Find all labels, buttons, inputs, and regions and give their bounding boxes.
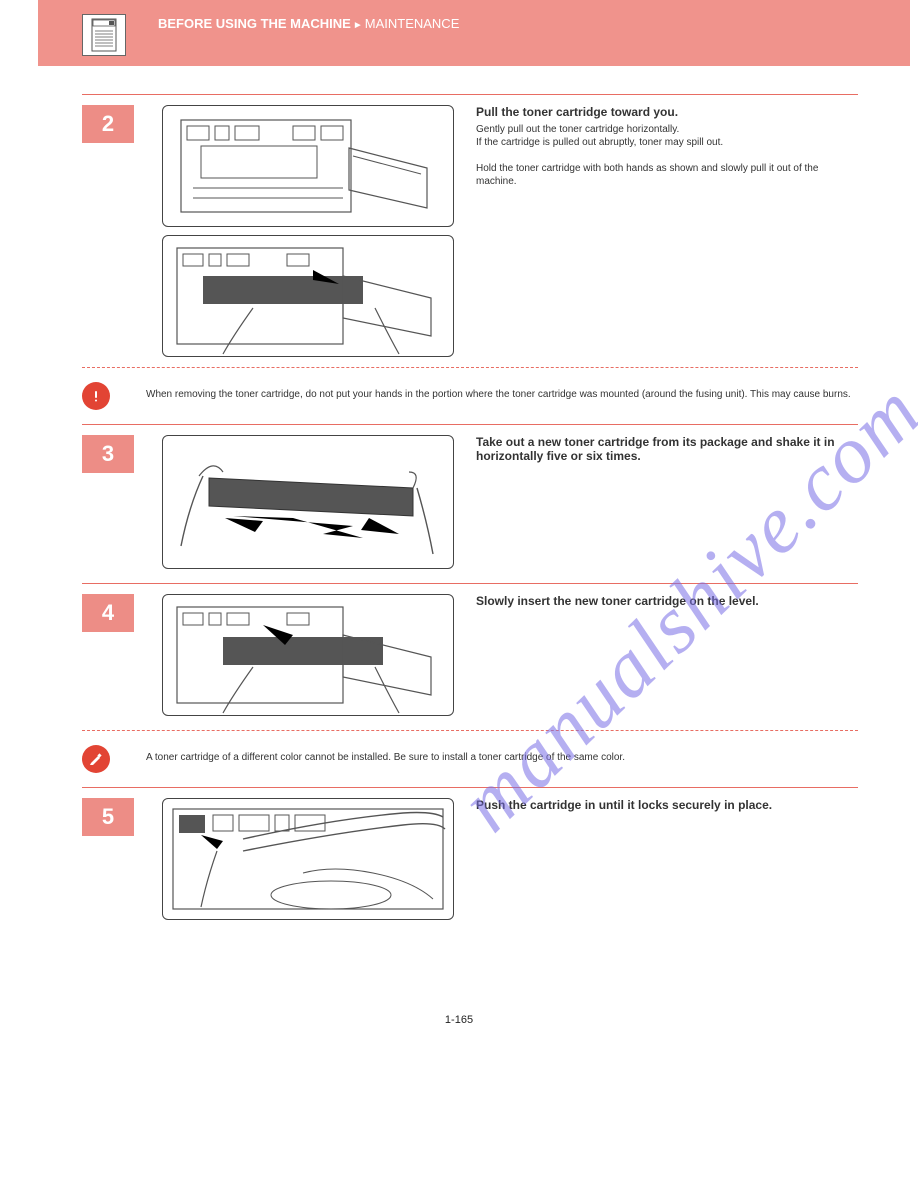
step-title: Pull the toner cartridge toward you. [476, 105, 858, 119]
info-text: A toner cartridge of a different color c… [146, 745, 625, 764]
step-text: Pull the toner cartridge toward you. Gen… [476, 105, 858, 188]
step-title: Take out a new toner cartridge from its … [476, 435, 858, 463]
header-bar: BEFORE USING THE MACHINE►MAINTENANCE [38, 0, 910, 66]
header-title: BEFORE USING THE MACHINE►MAINTENANCE [158, 16, 459, 34]
illustration-pull-cartridge [162, 235, 454, 357]
step-row: 5 Push the cart [82, 788, 858, 924]
step-images [162, 798, 454, 920]
warning-note: When removing the toner cartridge, do no… [82, 368, 858, 424]
illustration-shake-cartridge [162, 435, 454, 569]
illustration-insert-cartridge [162, 594, 454, 716]
step-body: Gently pull out the toner cartridge hori… [476, 123, 858, 188]
step-text: Push the cartridge in until it locks sec… [476, 798, 858, 816]
page-content: 2 [82, 66, 858, 924]
illustration-lock-cartridge [162, 798, 454, 920]
step-images [162, 435, 454, 569]
illustration-open-cover [162, 105, 454, 227]
step-row: 4 Slowly insert the new toner cartrid [82, 584, 858, 720]
step-images [162, 594, 454, 716]
step-number-badge: 2 [82, 105, 134, 143]
step-text: Take out a new toner cartridge from its … [476, 435, 858, 467]
printer-icon [82, 14, 126, 56]
step-row: 2 [82, 95, 858, 361]
step-images [162, 105, 454, 357]
step-number-badge: 3 [82, 435, 134, 473]
pencil-icon [82, 745, 110, 773]
step-title: Push the cartridge in until it locks sec… [476, 798, 858, 812]
step-number-badge: 4 [82, 594, 134, 632]
step-row: 3 Take out a new toner cartridge from it… [82, 425, 858, 573]
step-title: Slowly insert the new toner cartridge on… [476, 594, 858, 608]
step-text: Slowly insert the new toner cartridge on… [476, 594, 858, 612]
warning-text: When removing the toner cartridge, do no… [146, 382, 851, 401]
info-note: A toner cartridge of a different color c… [82, 731, 858, 787]
step-number-badge: 5 [82, 798, 134, 836]
page-number: 1-165 [0, 1014, 918, 1026]
exclamation-icon [82, 382, 110, 410]
